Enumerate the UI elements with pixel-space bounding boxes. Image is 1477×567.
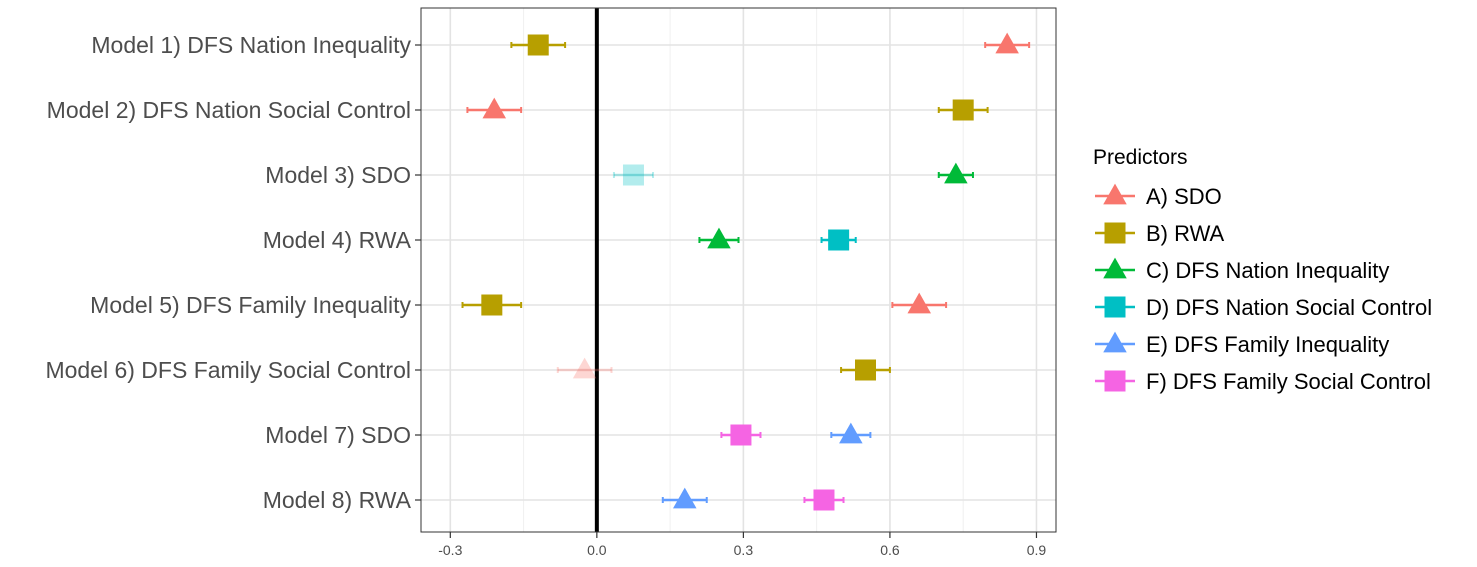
y-axis-labels: Model 1) DFS Nation Inequality Model 2) D… xyxy=(45,32,421,513)
legend: Predictors A) SDO B) RWA C) DFS Nation Ineq… xyxy=(1093,146,1432,394)
estimate-a-model-2 xyxy=(466,97,523,119)
point-marker xyxy=(839,422,863,444)
point-marker xyxy=(482,97,507,119)
legend-label: A) SDO xyxy=(1146,184,1222,209)
legend-key-square xyxy=(1104,222,1126,244)
point-marker xyxy=(707,227,731,249)
estimate-e-model-7 xyxy=(830,422,872,444)
model-label: Model 6) DFS Family Social Control xyxy=(45,357,411,383)
x-tick-label: 0.3 xyxy=(734,542,754,558)
point-marker xyxy=(481,294,503,316)
model-label: Model 1) DFS Nation Inequality xyxy=(91,32,411,58)
point-marker xyxy=(907,292,931,314)
legend-key-triangle xyxy=(1103,331,1127,353)
point-marker xyxy=(995,32,1019,54)
estimate-d-model-4 xyxy=(820,229,857,251)
model-label: Model 7) SDO xyxy=(265,422,411,448)
x-tick-label: 0.0 xyxy=(587,542,607,558)
legend-label: E) DFS Family Inequality xyxy=(1146,332,1389,357)
estimate-c-model-4 xyxy=(698,227,740,249)
x-axis: -0.3 0.0 0.3 0.6 0.9 xyxy=(438,532,1046,558)
estimate-b-model-1 xyxy=(510,34,567,56)
legend-item-f: F) DFS Family Social Control xyxy=(1095,369,1431,394)
estimate-a-model-1 xyxy=(984,32,1031,54)
panel-border xyxy=(420,7,1057,533)
point-marker xyxy=(813,489,835,511)
model-label: Model 3) SDO xyxy=(265,162,411,188)
point-marker xyxy=(855,359,876,381)
point-marker xyxy=(527,34,549,56)
x-tick-label: 0.9 xyxy=(1027,542,1047,558)
model-label: Model 2) DFS Nation Social Control xyxy=(47,97,411,123)
legend-key-square xyxy=(1104,296,1126,318)
estimate-a-model-5 xyxy=(891,292,948,314)
model-label: Model 4) RWA xyxy=(263,227,412,253)
legend-title: Predictors xyxy=(1093,146,1188,169)
legend-key-triangle xyxy=(1103,257,1127,279)
point-marker xyxy=(952,99,974,121)
legend-item-d: D) DFS Nation Social Control xyxy=(1095,295,1432,320)
model-label: Model 8) RWA xyxy=(263,487,412,513)
legend-label: D) DFS Nation Social Control xyxy=(1146,295,1432,320)
estimate-d-model-3 xyxy=(612,164,655,186)
model-label: Model 5) DFS Family Inequality xyxy=(90,292,411,318)
grid-lines xyxy=(421,8,1056,532)
estimate-b-model-2 xyxy=(937,99,989,121)
legend-label: B) RWA xyxy=(1146,221,1225,246)
legend-item-b: B) RWA xyxy=(1095,221,1225,246)
legend-label: C) DFS Nation Inequality xyxy=(1146,258,1389,283)
panel-background xyxy=(421,8,1056,532)
legend-key-triangle xyxy=(1103,183,1127,205)
legend-item-a: A) SDO xyxy=(1095,183,1222,209)
legend-item-e: E) DFS Family Inequality xyxy=(1095,331,1389,357)
estimate-b-model-6 xyxy=(840,359,891,381)
legend-label: F) DFS Family Social Control xyxy=(1146,369,1431,394)
legend-item-c: C) DFS Nation Inequality xyxy=(1095,257,1389,283)
chart-marks xyxy=(461,32,1031,511)
estimate-b-model-5 xyxy=(461,294,523,316)
estimate-e-model-8 xyxy=(661,487,708,509)
point-marker xyxy=(828,229,850,251)
estimate-f-model-8 xyxy=(803,489,845,511)
estimate-f-model-7 xyxy=(720,424,762,446)
point-marker xyxy=(673,487,697,509)
x-tick-label: 0.6 xyxy=(880,542,900,558)
estimate-a-model-6 xyxy=(556,357,613,379)
point-marker xyxy=(572,357,597,379)
point-marker xyxy=(730,424,752,446)
x-tick-label: -0.3 xyxy=(438,542,462,558)
point-marker xyxy=(622,164,644,186)
legend-key-square xyxy=(1104,370,1126,392)
estimate-c-model-3 xyxy=(937,162,974,184)
point-marker xyxy=(944,162,968,184)
